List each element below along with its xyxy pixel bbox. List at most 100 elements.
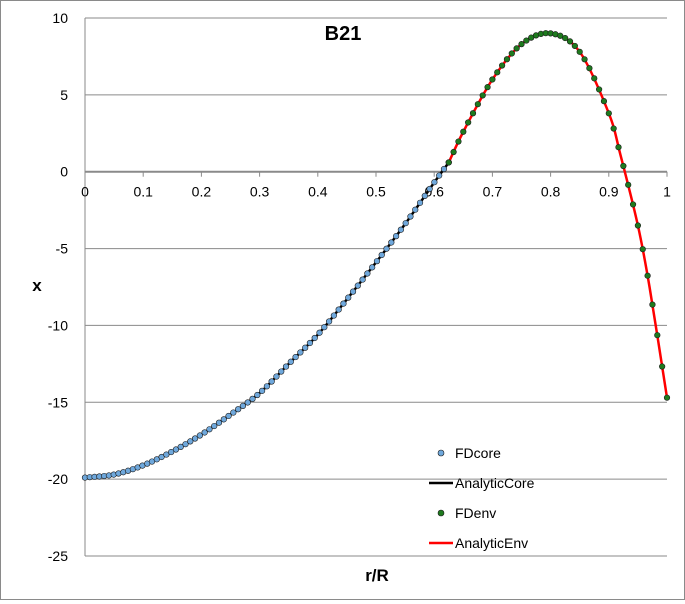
marker-FDcore [225, 412, 232, 420]
marker-FDcore [163, 451, 170, 458]
marker-FDcore [263, 383, 270, 390]
marker-FDenv [460, 128, 467, 135]
y-tick-label: 0 [60, 164, 68, 180]
x-tick-label: 1 [663, 184, 671, 200]
series-line-AnalyticCore [84, 161, 450, 479]
marker-FDcore [297, 349, 304, 356]
marker-FDcore [191, 435, 199, 442]
marker-FDcore [421, 192, 428, 199]
x-tick-label: 0.9 [599, 184, 619, 200]
marker-FDcore [306, 339, 314, 347]
marker-FDcore [287, 358, 294, 365]
marker-FDcore [292, 353, 299, 361]
marker-FDcore [206, 426, 213, 433]
marker-FDcore [211, 422, 218, 430]
marker-FDenv [455, 138, 462, 145]
x-axis-label: r/R [365, 566, 389, 585]
marker-FDcore [215, 419, 223, 426]
marker-FDcore [412, 206, 419, 213]
marker-FDcore [249, 395, 256, 402]
marker-FDenv [469, 110, 477, 117]
marker-FDcore [359, 276, 366, 283]
marker-FDcore [282, 363, 290, 370]
marker-FDenv [659, 363, 666, 370]
marker-FDcore [268, 378, 275, 385]
series-line-AnalyticEnv [447, 31, 669, 398]
marker-FDcore [239, 402, 247, 409]
marker-FDenv [581, 56, 588, 63]
marker-FDenv [503, 56, 511, 63]
marker-FDcore [201, 429, 208, 436]
marker-FDenv [591, 75, 598, 82]
marker-FDenv [576, 48, 583, 55]
marker-FDcore [235, 406, 242, 413]
legend-marker-FDenv [437, 509, 445, 517]
marker-FDenv [484, 84, 491, 91]
marker-FDenv [489, 76, 496, 83]
marker-FDenv [663, 394, 671, 401]
x-tick-label: 0.8 [541, 184, 561, 200]
marker-FDcore [383, 245, 390, 252]
marker-FDcore [388, 239, 395, 246]
marker-FDcore [244, 399, 251, 406]
marker-FDcore [349, 288, 357, 295]
x-tick-label: 0.3 [250, 184, 270, 200]
marker-FDcore [340, 300, 347, 307]
y-tick-label: -25 [48, 548, 68, 564]
marker-FDenv [595, 86, 603, 93]
marker-FDcore [311, 334, 318, 342]
marker-FDcore [330, 312, 337, 319]
legend: FDcore AnalyticCore FDenv AnalyticEnv [429, 445, 535, 551]
marker-FDcore [345, 294, 352, 301]
marker-FDenv [625, 181, 632, 188]
y-tick-label: -20 [48, 471, 68, 487]
marker-FDenv [445, 159, 452, 166]
marker-FDcore [230, 409, 237, 416]
marker-FDenv [450, 148, 457, 156]
marker-FDcore [316, 329, 323, 336]
marker-FDcore [196, 432, 203, 439]
marker-FDcore [431, 179, 438, 186]
marker-FDenv [566, 38, 574, 45]
marker-FDcore [321, 324, 328, 331]
x-tick-label: 0.7 [483, 184, 503, 200]
y-tick-label: -10 [48, 317, 68, 333]
marker-FDcore [254, 391, 261, 399]
marker-FDenv [494, 69, 501, 76]
marker-FDcore [278, 368, 285, 375]
marker-FDcore [364, 270, 371, 277]
marker-FDcore [373, 258, 381, 265]
marker-FDenv [586, 65, 593, 72]
marker-FDcore [369, 264, 376, 271]
y-tick-label: 5 [60, 87, 68, 103]
marker-FDcore [158, 453, 165, 461]
marker-FDcore [172, 446, 180, 453]
marker-FDenv [615, 144, 622, 151]
marker-FDenv [499, 62, 506, 69]
marker-FDcore [335, 306, 342, 313]
marker-FDcore [378, 251, 385, 259]
marker-FDcore [187, 438, 194, 445]
marker-FDcore [220, 416, 227, 423]
y-axis-label: x [32, 276, 42, 295]
x-tick-label: 0.1 [133, 184, 153, 200]
marker-FDcore [325, 318, 333, 325]
marker-FDenv [629, 201, 637, 208]
marker-FDenv [513, 45, 520, 52]
x-tick-label: 0.2 [192, 184, 212, 200]
marker-FDcore [273, 373, 280, 380]
marker-FDenv [634, 222, 642, 229]
marker-FDcore [426, 185, 433, 193]
x-tick-label: 0.4 [308, 184, 328, 200]
marker-FDenv [654, 332, 661, 339]
chart-title: B21 [325, 23, 362, 45]
marker-FDenv [518, 41, 525, 48]
marker-FDcore [258, 387, 266, 394]
marker-FDenv [562, 34, 569, 42]
x-tick-label: 0.5 [366, 184, 386, 200]
marker-FDenv [465, 119, 472, 126]
legend-label: AnalyticEnv [455, 535, 528, 551]
marker-FDcore [397, 226, 404, 233]
